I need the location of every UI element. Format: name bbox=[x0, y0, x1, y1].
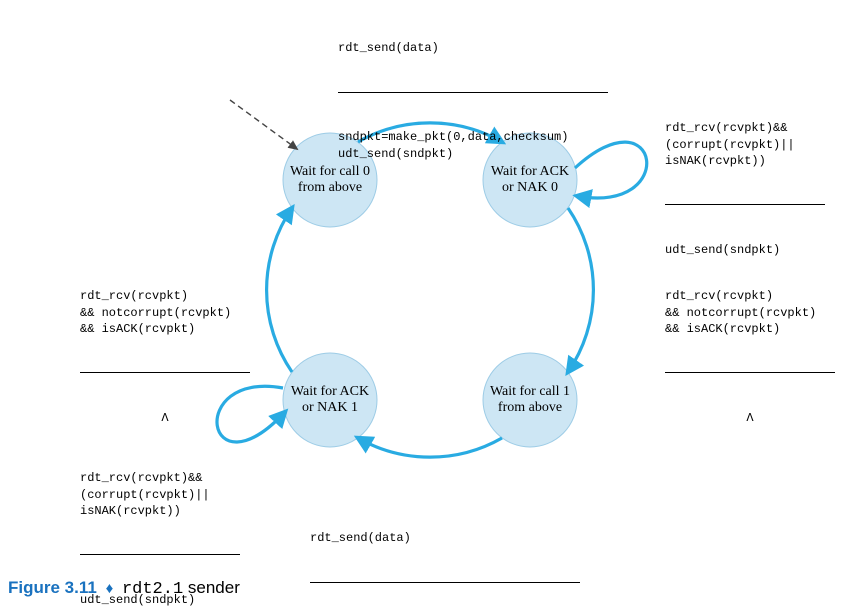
rule bbox=[310, 582, 580, 583]
caption-rest: sender bbox=[183, 578, 240, 597]
edge-label-t23: rdt_send(data) sndpkt=make_pkt(1,data,ch… bbox=[310, 498, 590, 610]
caption-code: rdt2.1 bbox=[122, 580, 183, 599]
event-text: rdt_rcv(rcvpkt) && notcorrupt(rcvpkt) &&… bbox=[665, 288, 855, 337]
selfloop-label-s1: rdt_rcv(rcvpkt)&& (corrupt(rcvpkt)|| isN… bbox=[665, 88, 855, 290]
state-text: Wait for ACK or NAK 1 bbox=[289, 384, 371, 416]
rule bbox=[80, 372, 250, 373]
rule bbox=[665, 372, 835, 373]
edge-label-t30: rdt_rcv(rcvpkt) && notcorrupt(rcvpkt) &&… bbox=[80, 256, 270, 458]
edge-s1-s2 bbox=[568, 208, 593, 372]
event-text: rdt_rcv(rcvpkt) && notcorrupt(rcvpkt) &&… bbox=[80, 288, 270, 337]
event-text: rdt_send(data) bbox=[338, 40, 618, 56]
state-label-wait-ack1: Wait for ACK or NAK 1 bbox=[283, 353, 377, 447]
rule bbox=[80, 554, 240, 555]
edge-s2-s3 bbox=[358, 438, 502, 457]
caption-diamond-icon: ♦ bbox=[102, 580, 118, 597]
edge-label-t01: rdt_send(data) sndpkt=make_pkt(0,data,ch… bbox=[338, 8, 618, 194]
action-text: udt_send(sndpkt) bbox=[665, 242, 855, 258]
rule bbox=[338, 92, 608, 93]
init-arrow bbox=[230, 100, 297, 149]
action-text: Λ bbox=[80, 410, 250, 426]
rule bbox=[665, 204, 825, 205]
edge-s3-s0 bbox=[267, 208, 292, 372]
event-text: rdt_rcv(rcvpkt)&& (corrupt(rcvpkt)|| isN… bbox=[80, 470, 270, 519]
event-text: rdt_rcv(rcvpkt)&& (corrupt(rcvpkt)|| isN… bbox=[665, 120, 855, 169]
figure-caption: Figure 3.11 ♦ rdt2.1 sender bbox=[8, 578, 240, 599]
action-text: Λ bbox=[665, 410, 835, 426]
caption-label: Figure 3.11 bbox=[8, 578, 97, 597]
diagram-stage: Wait for call 0 from above Wait for ACK … bbox=[0, 0, 865, 610]
action-text: sndpkt=make_pkt(0,data,checksum) udt_sen… bbox=[338, 129, 618, 161]
state-text: Wait for call 1 from above bbox=[489, 384, 571, 416]
event-text: rdt_send(data) bbox=[310, 530, 590, 546]
state-label-wait-call1: Wait for call 1 from above bbox=[483, 353, 577, 447]
